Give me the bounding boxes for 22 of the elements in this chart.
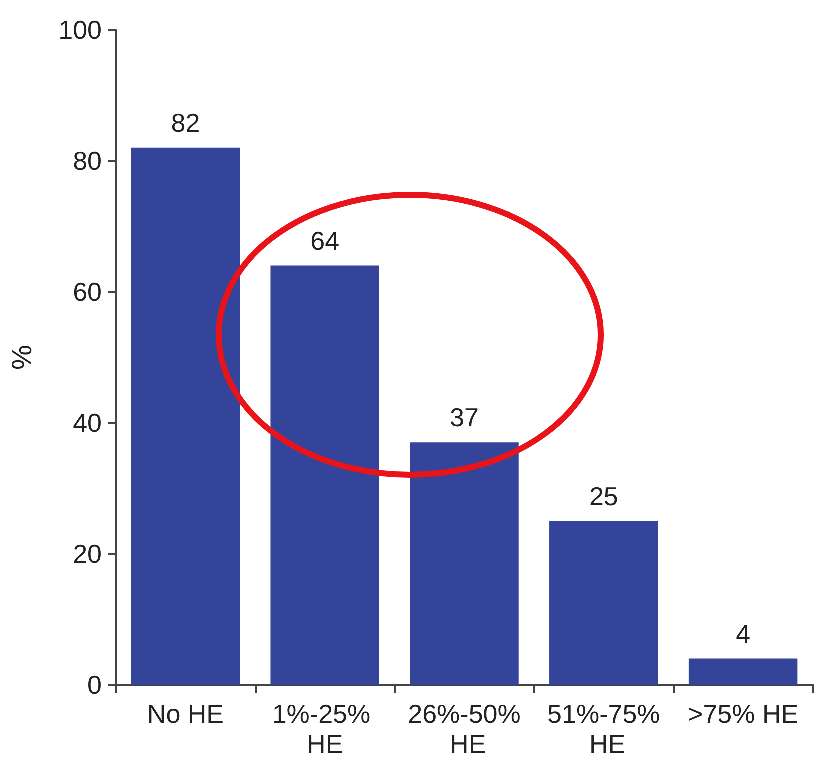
x-tick-label: 1%-25% HE [272, 699, 378, 759]
y-tick-label: 60 [73, 277, 102, 307]
data-label: 25 [589, 481, 618, 512]
bar [550, 521, 658, 685]
bar [688, 658, 798, 685]
x-tick-label: 51%-75% HE [548, 699, 660, 759]
y-tick-label: 0 [88, 670, 102, 700]
data-label: 4 [736, 618, 751, 649]
y-tick-label: 100 [58, 15, 102, 45]
y-axis-title: % [6, 345, 38, 370]
x-tick-label: 26%-50% HE [408, 699, 521, 759]
bar [131, 148, 240, 685]
x-tick-label: >75% HE [688, 699, 799, 729]
y-tick-label: 80 [73, 146, 102, 176]
bar [270, 266, 380, 685]
data-label: 82 [171, 108, 200, 138]
y-tick-label: 40 [73, 408, 102, 438]
bar [410, 442, 519, 685]
data-label: 64 [310, 226, 340, 256]
data-label: 37 [450, 402, 479, 433]
y-tick-label: 20 [73, 539, 102, 569]
x-tick-label: No HE [147, 699, 224, 729]
